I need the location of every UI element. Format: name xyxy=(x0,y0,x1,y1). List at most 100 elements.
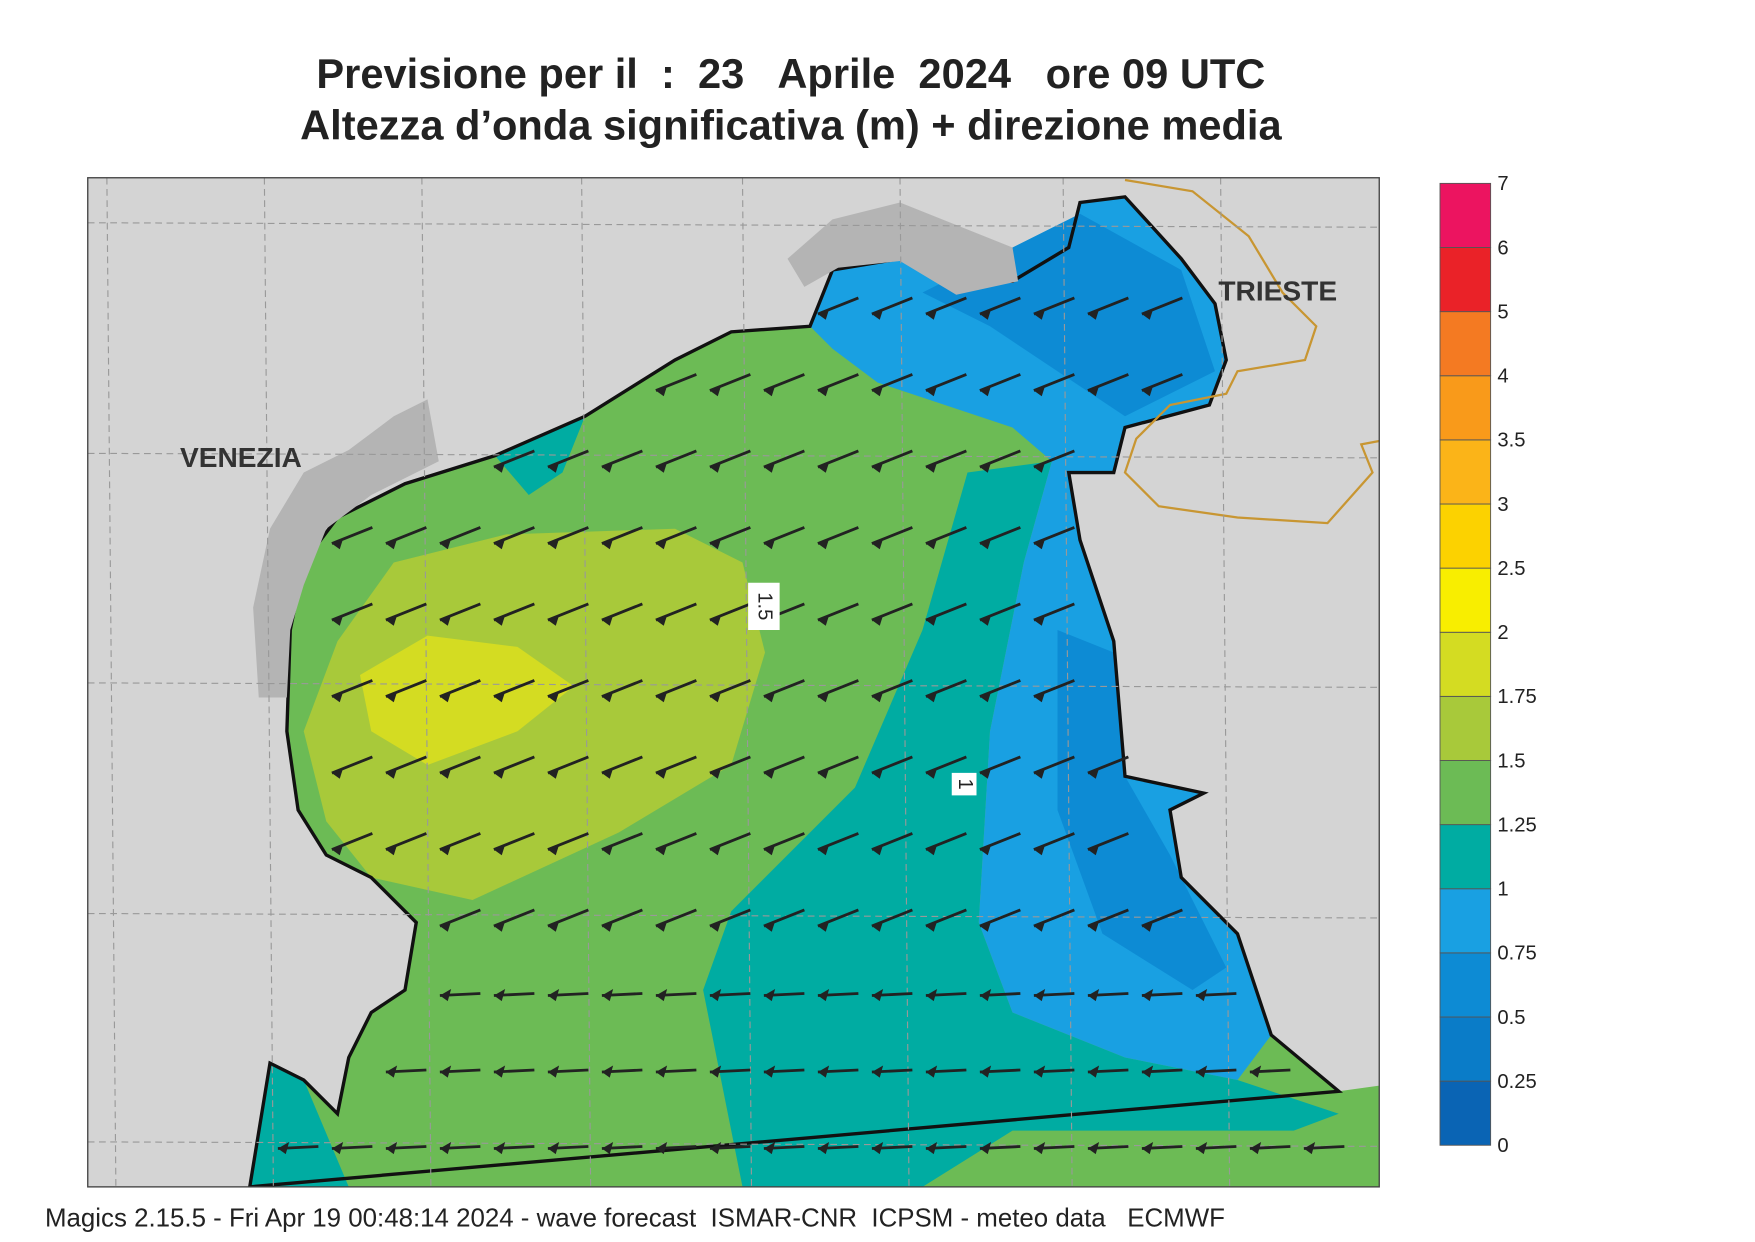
colorbar-box xyxy=(1439,182,1492,248)
wave-arrow-head xyxy=(385,691,398,703)
lagoon xyxy=(253,399,439,698)
wave-arrow-head xyxy=(547,921,560,932)
wave-arrow-head xyxy=(1033,844,1046,856)
wave-arrow-head xyxy=(547,768,560,779)
wave-arrow-head xyxy=(871,768,884,779)
wave-arrow-head xyxy=(979,844,992,856)
wave-arrow-head xyxy=(817,462,830,473)
wave-arrow-head xyxy=(979,1065,992,1078)
wave-arrow-head xyxy=(439,988,452,1002)
colorbar-label: 3.5 xyxy=(1497,430,1525,452)
colorbar-label: 0.25 xyxy=(1497,1071,1536,1093)
wave-arrow-head xyxy=(817,691,830,703)
wave-arrow-head xyxy=(493,691,506,703)
wave-arrow-head xyxy=(763,844,776,856)
wave-arrow-head xyxy=(979,988,992,1002)
wave-arrow-head xyxy=(817,768,830,779)
wave-arrow-head xyxy=(1033,921,1046,932)
wave-arrow-head xyxy=(763,988,776,1002)
wave-arrow-head xyxy=(1033,691,1046,703)
wave-arrow-head xyxy=(1303,1141,1316,1155)
wave-arrow-head xyxy=(763,538,776,550)
colorbar-box xyxy=(1439,1080,1492,1146)
wave-arrow-head xyxy=(1087,309,1100,320)
colorbar-label: 7 xyxy=(1497,173,1508,195)
wave-arrow-head xyxy=(1195,988,1208,1002)
wave-arrow-head xyxy=(871,988,884,1002)
wave-arrow-head xyxy=(493,921,506,932)
wave-arrow-head xyxy=(925,538,938,550)
wave-arrow-head xyxy=(547,615,560,626)
wave-arrow-head xyxy=(331,1141,344,1155)
wave-arrow-head xyxy=(871,615,884,626)
wave-zone xyxy=(703,461,1339,1187)
wave-arrow-head xyxy=(763,921,776,932)
colorbar-box xyxy=(1439,311,1492,377)
wave-arrow-head xyxy=(439,921,452,932)
wave-arrow-head xyxy=(709,462,722,473)
wave-arrow-head xyxy=(655,1141,668,1155)
wave-arrow-head xyxy=(871,538,884,550)
wave-arrow-head xyxy=(331,768,344,779)
wave-arrow-head xyxy=(1033,615,1046,626)
wave-arrow-head xyxy=(547,538,560,550)
wave-arrow-head xyxy=(1033,385,1046,397)
colorbar-label: 1.75 xyxy=(1497,686,1536,708)
wave-arrow-head xyxy=(925,844,938,856)
place-label: VENEZIA xyxy=(180,442,302,473)
wave-arrow-head xyxy=(601,615,614,626)
wave-arrow-head xyxy=(817,844,830,856)
wave-arrow-head xyxy=(1195,1141,1208,1155)
wave-arrow-head xyxy=(655,844,668,856)
wave-arrow-head xyxy=(817,1065,830,1078)
wave-arrow-head xyxy=(547,844,560,856)
wave-arrow-head xyxy=(817,1141,830,1155)
wave-arrow-head xyxy=(709,385,722,397)
wave-arrow-head xyxy=(601,1141,614,1155)
arrows xyxy=(277,296,1345,1155)
wave-arrow-head xyxy=(493,1141,506,1155)
wave-arrow-head xyxy=(601,538,614,550)
wave-arrow-head xyxy=(979,538,992,550)
wave-arrow-head xyxy=(925,921,938,932)
sea xyxy=(248,195,1380,1187)
wave-arrow-head xyxy=(817,538,830,550)
wave-arrow-head xyxy=(709,615,722,626)
contour-label: 1 xyxy=(954,778,976,789)
wave-arrow-head xyxy=(601,1065,614,1078)
wave-arrow-head xyxy=(817,309,830,320)
wave-arrow-head xyxy=(493,988,506,1002)
wave-arrow-head xyxy=(1141,921,1154,932)
wave-arrow-head xyxy=(331,538,344,550)
colorbar-label: 3 xyxy=(1497,494,1508,516)
wave-arrow-head xyxy=(547,1141,560,1155)
wave-arrow-head xyxy=(547,462,560,473)
wave-arrow-head xyxy=(655,1065,668,1078)
wave-arrow-head xyxy=(277,1141,290,1155)
colorbar-label: 1 xyxy=(1497,879,1508,901)
wave-arrow-head xyxy=(439,691,452,703)
colorbar-label: 2.5 xyxy=(1497,558,1525,580)
colorbar-box xyxy=(1439,631,1492,697)
wave-arrow-head xyxy=(709,1141,722,1155)
wave-arrow-head xyxy=(871,309,884,320)
wave-arrow-head xyxy=(871,921,884,932)
wave-arrow-head xyxy=(979,309,992,320)
colorbar-box xyxy=(1439,503,1492,569)
wave-zone xyxy=(495,416,585,495)
wave-arrow-head xyxy=(601,988,614,1002)
wave-arrow-head xyxy=(547,988,560,1002)
grid-line xyxy=(87,452,1380,459)
wave-arrow-head xyxy=(709,538,722,550)
colorbar-box xyxy=(1439,952,1492,1018)
wave-arrow-head xyxy=(331,615,344,626)
footer: Magics 2.15.5 - Fri Apr 19 00:48:14 2024… xyxy=(45,1204,1225,1232)
colorbar-label: 0.75 xyxy=(1497,943,1536,965)
wave-arrow-head xyxy=(925,1065,938,1078)
wave-arrow-head xyxy=(493,1065,506,1078)
wave-arrow-head xyxy=(1033,538,1046,550)
wave-arrow-head xyxy=(1249,1141,1262,1155)
grid-line xyxy=(87,1141,1380,1147)
wave-arrow-head xyxy=(655,768,668,779)
contour-label-box xyxy=(951,772,977,796)
